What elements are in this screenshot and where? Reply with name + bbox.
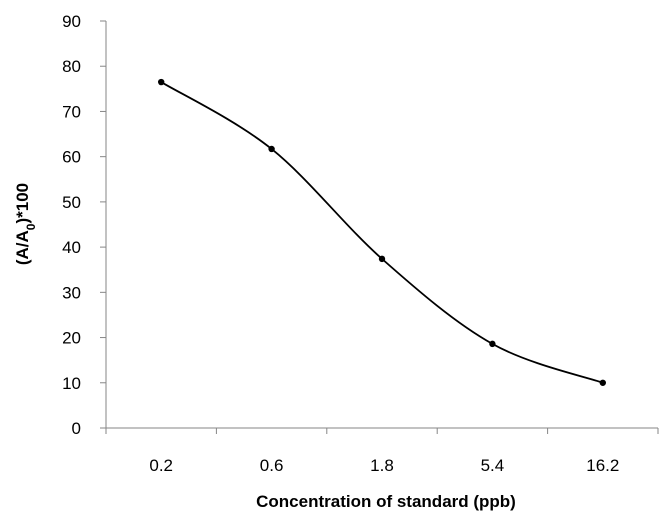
y-axis-title-subscript: 0 — [24, 223, 38, 230]
x-tick-label: 5.4 — [481, 456, 505, 475]
x-axis-title: Concentration of standard (ppb) — [256, 492, 516, 511]
x-tick-label: 0.6 — [260, 456, 284, 475]
data-point — [378, 255, 386, 263]
data-point — [268, 145, 275, 153]
y-axis-ticks: 0 10 20 30 40 50 60 70 80 90 — [62, 12, 106, 438]
y-tick-label: 60 — [62, 148, 81, 167]
x-axis-ticks: 0.2 0.6 1.8 5.4 16.2 — [105, 428, 659, 475]
x-tick-label: 1.8 — [370, 456, 394, 475]
y-tick-label: 40 — [62, 238, 81, 257]
y-tick-label: 30 — [62, 283, 81, 302]
y-axis-title-suffix: )*100 — [13, 183, 32, 224]
y-tick-label: 80 — [62, 57, 81, 76]
series-line — [160, 81, 604, 384]
y-tick-label: 10 — [62, 374, 81, 393]
data-point — [599, 379, 606, 386]
y-tick-label: 90 — [62, 12, 81, 31]
data-point — [489, 340, 496, 348]
data-point — [158, 78, 165, 86]
y-axis-title-main: (A/A — [13, 230, 32, 265]
y-axis-title: (A/A0)*100 — [13, 183, 38, 265]
y-tick-label: 0 — [72, 419, 81, 438]
x-tick-label: 16.2 — [586, 456, 619, 475]
x-tick-label: 0.2 — [149, 456, 173, 475]
y-tick-label: 20 — [62, 329, 81, 348]
y-tick-label: 50 — [62, 193, 81, 212]
series-group — [158, 78, 606, 386]
y-tick-label: 70 — [62, 102, 81, 121]
axes — [105, 21, 658, 429]
